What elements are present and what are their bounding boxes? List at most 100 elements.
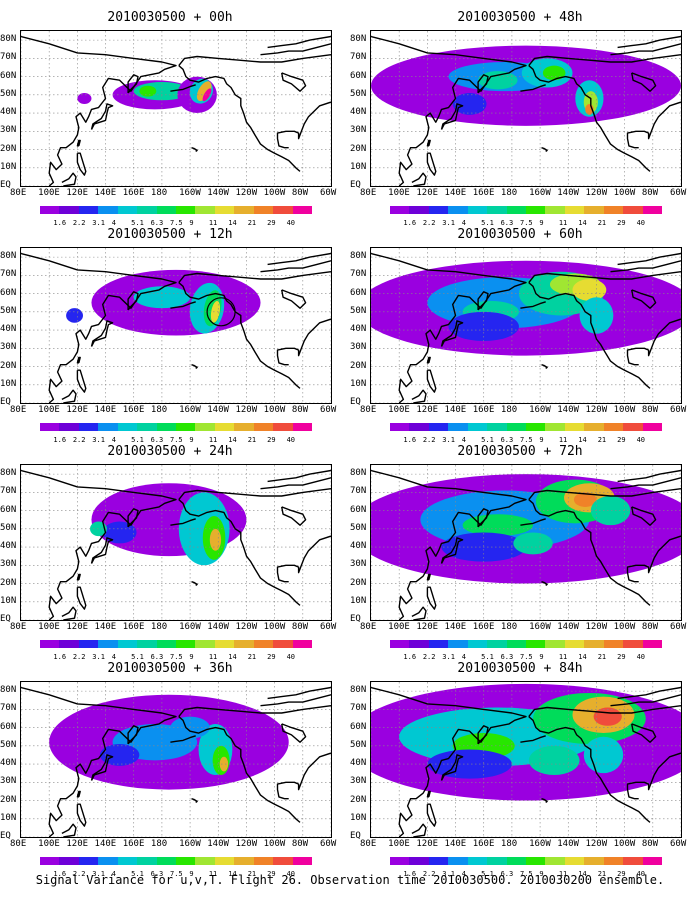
coastline [477, 508, 489, 528]
coastline [281, 723, 307, 743]
lat-tick-label: 70N [350, 486, 367, 497]
lon-tick-label: 100W [263, 622, 286, 632]
colorbar-label: 3.1 [442, 653, 455, 661]
colorbar-swatch [40, 857, 60, 865]
colorbar-swatch [137, 423, 158, 431]
colorbar-label: 1.6 [403, 436, 417, 444]
colorbar-swatch [603, 640, 624, 648]
map-panel: 2010030500 + 24h 80N 70N 60N 50N 40N 30N 20N 10N… [0, 444, 340, 664]
colorbar-label: 4 [111, 436, 116, 444]
coastline [426, 356, 431, 364]
colorbar-label: 40 [636, 436, 645, 444]
lat-tick-label: 10N [350, 595, 367, 606]
coastline [528, 271, 681, 284]
colorbar-swatch [98, 423, 119, 431]
lon-tick-label: 140W [557, 622, 579, 632]
observation-circle [206, 297, 236, 327]
lon-tick-label: 140W [557, 839, 579, 849]
lon-tick-label: 100E [38, 405, 60, 415]
map-canvas [371, 465, 681, 620]
coastline [281, 506, 307, 526]
lon-tick-label: 180 [500, 188, 518, 198]
lat-tick-label: 60N [0, 70, 17, 81]
colorbar-label: 9 [539, 870, 544, 878]
lon-tick-label: 160W [179, 622, 201, 632]
coastline [191, 798, 198, 803]
map-frame [370, 247, 682, 404]
lon-axis: 80E 100E 120E 140E 160E 180 160W 140W 120W 100W 80… [360, 622, 689, 634]
colorbar-label: 29 [267, 219, 276, 227]
colorbar-label: 21 [247, 219, 257, 227]
lat-tick-label: 80N [0, 468, 17, 479]
variance-contour [219, 756, 229, 772]
coastline [626, 101, 681, 149]
coastline [178, 499, 301, 606]
map-frame [20, 681, 332, 838]
colorbar-swatch [448, 206, 469, 214]
colorbar-swatch [603, 423, 624, 431]
colorbar-label: 3.1 [442, 219, 455, 227]
colorbar-swatch [487, 857, 508, 865]
lon-tick-label: 100E [38, 622, 60, 632]
colorbar [40, 640, 313, 648]
colorbar-swatch [390, 423, 410, 431]
colorbar-swatch [234, 423, 255, 431]
coastline [170, 518, 196, 526]
panel-title: 2010030500 + 60h [457, 227, 583, 242]
coastline [411, 172, 427, 186]
map-panel: 2010030500 + 12h 80N 70N 60N 50N 40N 30N 20N 10N… [0, 227, 340, 447]
coastline [440, 320, 464, 347]
lon-tick-label: 140E [94, 839, 117, 849]
map-canvas [21, 31, 331, 186]
coastline [528, 282, 651, 389]
variance-contour [202, 88, 212, 102]
colorbar-label: 3.1 [442, 436, 455, 444]
coastline [90, 103, 114, 130]
map-canvas [371, 682, 681, 837]
coastline [426, 369, 437, 393]
lon-tick-label: 140E [94, 188, 117, 198]
lat-tick-label: 40N [0, 541, 17, 552]
colorbar-swatch [506, 423, 527, 431]
coastline [21, 252, 177, 403]
colorbar-label: 4 [111, 870, 116, 878]
figure-caption: Signal Variance for u,v,T. Flight 26. Ob… [35, 873, 665, 887]
lat-tick-label: 50N [0, 88, 17, 99]
colorbar-swatch [545, 423, 566, 431]
coastline [260, 260, 331, 273]
colorbar-label: 3.1 [442, 870, 455, 878]
colorbar-swatch [59, 857, 80, 865]
coastline [267, 35, 331, 49]
lon-tick-label: 120W [585, 188, 608, 198]
colorbar-swatch [448, 857, 469, 865]
coastline [617, 35, 681, 49]
colorbar-label: 40 [286, 219, 295, 227]
colorbar-swatch [176, 640, 196, 648]
colorbar-swatch [390, 857, 410, 865]
colorbar [390, 206, 663, 214]
lat-tick-label: 50N [350, 88, 367, 99]
colorbar-label: 9 [189, 870, 194, 878]
coastline [426, 152, 437, 176]
colorbar-swatch [409, 423, 430, 431]
coastline [528, 54, 681, 67]
coastline [528, 499, 651, 606]
lat-tick-label: 80N [350, 468, 367, 479]
colorbar-swatch [253, 206, 274, 214]
lon-tick-label: 80E [360, 839, 377, 849]
lon-tick-label: 160E [472, 622, 495, 632]
colorbar-swatch [176, 423, 196, 431]
coastline [170, 735, 196, 743]
map-canvas [21, 248, 331, 403]
colorbar-label: 4 [461, 436, 466, 444]
colorbar-label: 9 [189, 219, 194, 227]
lat-tick-label: EQ [350, 831, 361, 841]
lat-tick-label: 50N [350, 305, 367, 316]
lon-tick-label: 80W [291, 839, 309, 849]
coastline [90, 754, 114, 781]
colorbar-swatch [467, 423, 488, 431]
panel-title: 2010030500 + 36h [107, 661, 233, 676]
colorbar-label: 5.1 [481, 436, 494, 444]
colorbar-swatch [214, 206, 235, 214]
lon-tick-label: 120E [66, 622, 89, 632]
